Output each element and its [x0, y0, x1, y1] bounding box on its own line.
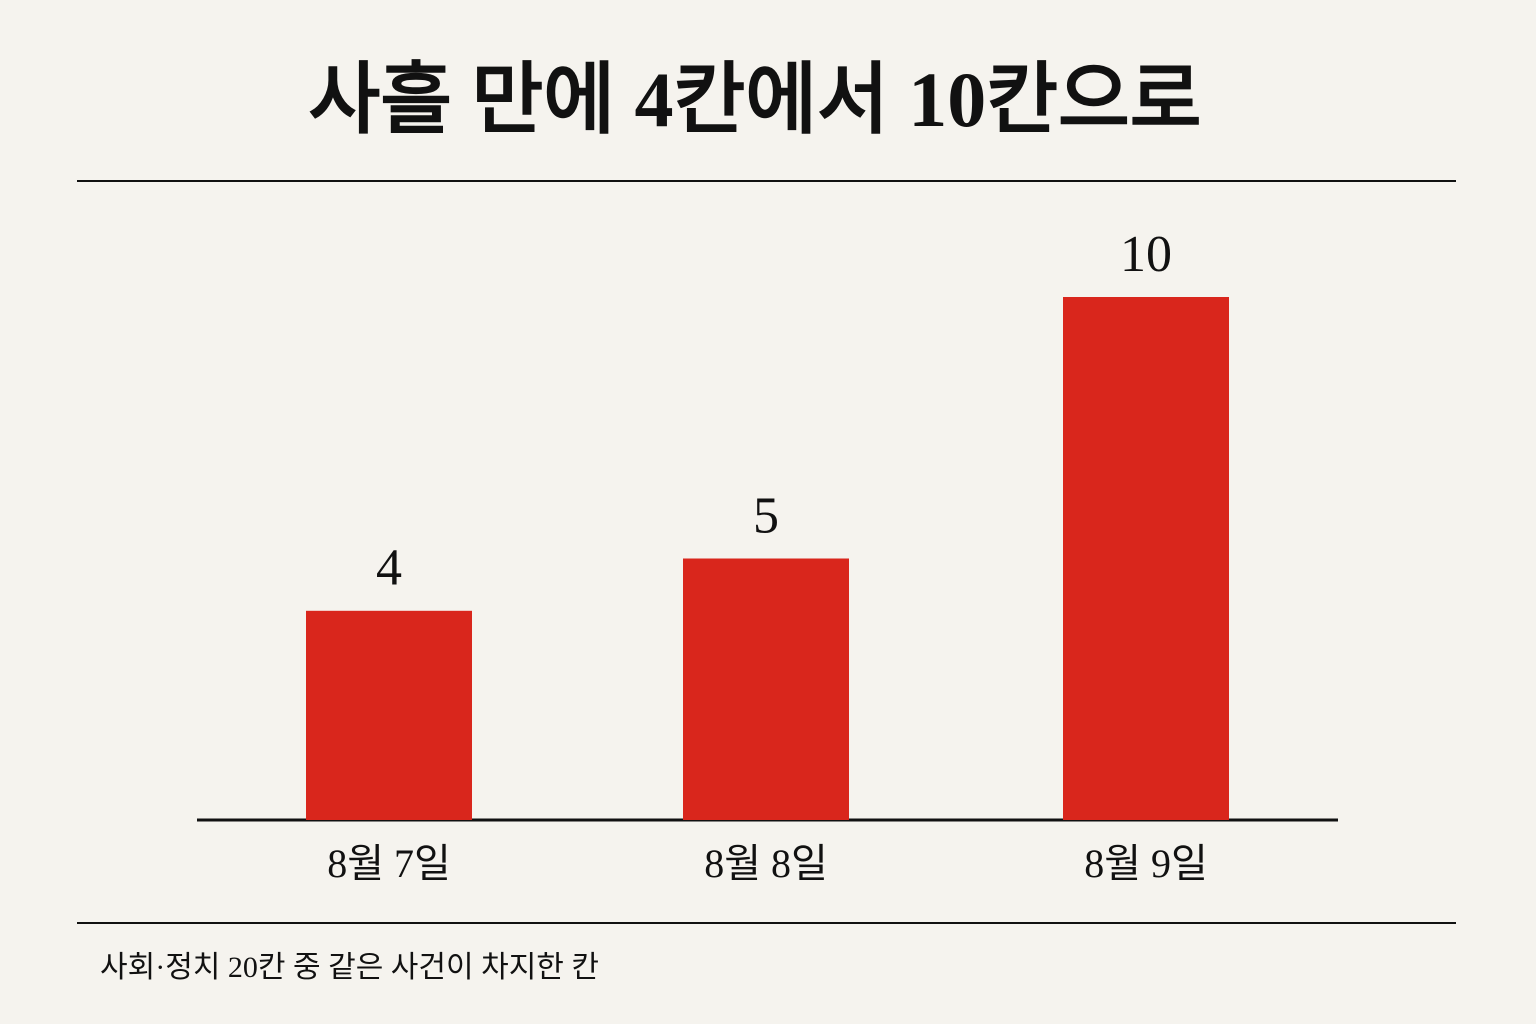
bar [683, 558, 849, 820]
x-tick-label: 8월 7일 [327, 841, 451, 886]
note: 사회·정치 20칸 중 같은 사건이 차지한 칸 [100, 951, 599, 984]
x-tick-label: 8월 8일 [704, 841, 828, 886]
x-tick-label: 8월 9일 [1084, 841, 1208, 886]
bar [306, 610, 472, 820]
bar [1063, 297, 1229, 820]
value-label: 4 [376, 540, 402, 597]
value-label: 10 [1120, 226, 1172, 283]
value-label: 5 [753, 487, 779, 544]
chart-title: 사흘 만에 4칸에서 10칸으로 [308, 56, 1201, 143]
